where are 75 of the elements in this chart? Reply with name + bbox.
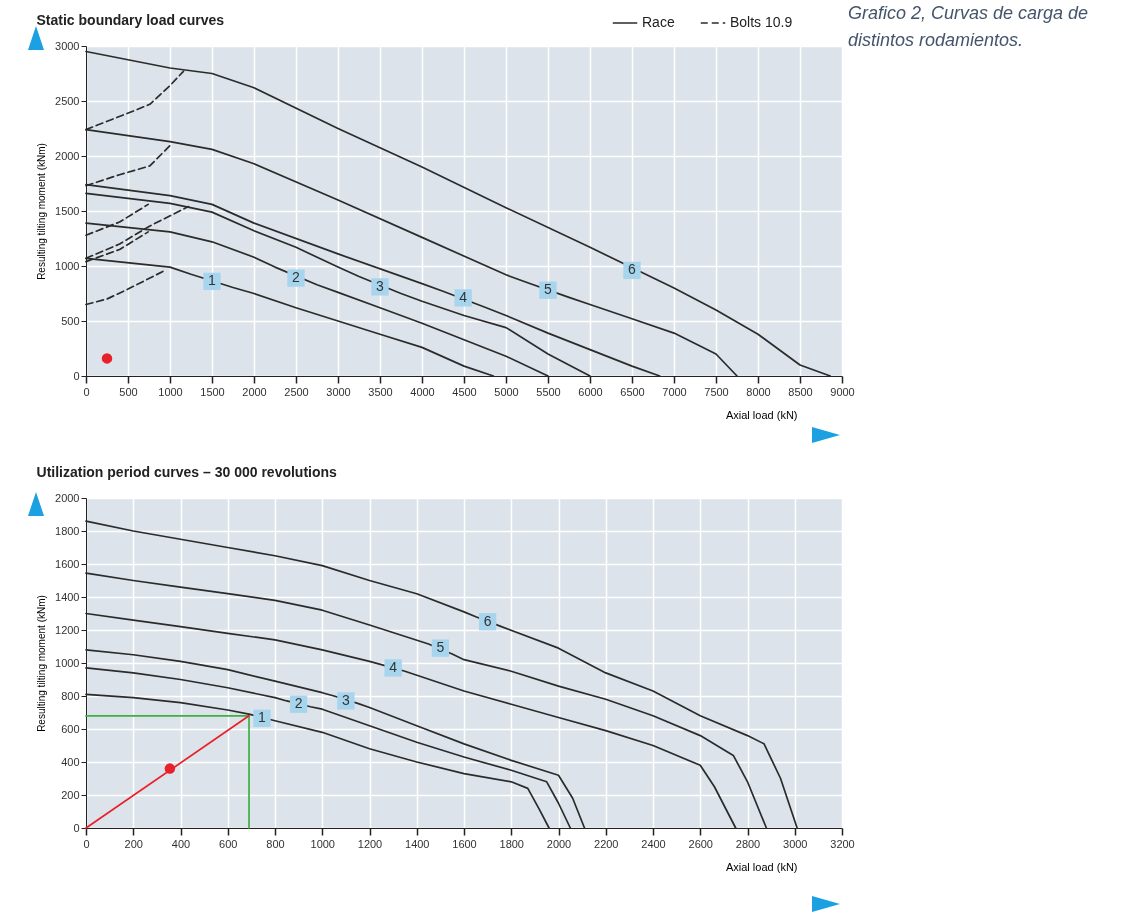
x-tick-label: 2200 [594, 837, 619, 850]
x-tick-label: 6000 [578, 385, 603, 398]
annotation: 3 [341, 691, 350, 708]
x-tick-label: 2000 [546, 837, 572, 850]
y-tick-label: 3000 [55, 39, 80, 52]
y-tick-label: 600 [61, 722, 80, 735]
x-tick-label: 800 [266, 837, 285, 850]
x-tick-label: 3200 [830, 837, 855, 850]
y-tick-label: 800 [61, 689, 80, 702]
x-tick-label: 5000 [494, 385, 519, 398]
x-tick-label: 1200 [357, 837, 383, 850]
x-tick-label: 200 [124, 837, 143, 850]
y-tick-label: 2500 [55, 94, 80, 107]
y-tick-label: 200 [61, 788, 80, 801]
y-tick-label: 1000 [55, 656, 80, 669]
y-tick-label: 1400 [55, 590, 80, 603]
y-tick-label: 400 [61, 755, 80, 768]
x-axis-title: Axial load (kN) [725, 408, 798, 421]
annotation: 4 [389, 658, 398, 675]
annotation: 1 [258, 709, 267, 726]
text: Grafico 2, Curvas de carga de distintos rodamientos. [848, 2, 1090, 52]
x-axis-title: Axial load (kN) [725, 860, 798, 873]
x-tick-label: 6500 [620, 385, 645, 398]
annotation: 4 [459, 288, 468, 305]
y-axis-title: Resulting tilting moment (kNm) [36, 143, 48, 280]
x-tick-label: 2400 [641, 837, 666, 850]
x-tick-label: 7500 [704, 385, 729, 398]
x-tick-label: 3000 [326, 385, 351, 398]
x-tick-label: 3500 [368, 385, 393, 398]
x-tick-label: 4500 [452, 385, 477, 398]
y-axis-title: Resulting tilting moment (kNm) [36, 595, 48, 732]
x-tick-label: 3000 [783, 837, 808, 850]
x-tick-label: 9000 [830, 385, 855, 398]
chart-title: Utilization period curves – 30 000 revolutions [36, 464, 338, 480]
y-tick-label: 1600 [55, 557, 80, 570]
x-tick-label: 8500 [788, 385, 813, 398]
x-tick-label: 1000 [158, 385, 183, 398]
x-tick-label: 5500 [536, 385, 561, 398]
x-tick-label: 1800 [499, 837, 524, 850]
y-tick-label: 1200 [55, 623, 80, 636]
x-tick-label: 1500 [200, 385, 225, 398]
y-tick-label: 0 [73, 369, 80, 382]
x-tick-label: 2000 [242, 385, 267, 398]
x-tick-label: 1400 [405, 837, 430, 850]
annotation: 6 [483, 612, 492, 629]
annotation: 5 [436, 639, 445, 656]
legend-label: Race [642, 14, 675, 30]
y-tick-label: 1000 [55, 259, 80, 272]
y-tick-label: 1500 [55, 204, 80, 217]
y-tick-label: 2000 [55, 491, 80, 504]
chart-title: Static boundary load curves [36, 12, 225, 28]
x-tick-label: 400 [171, 837, 191, 850]
annotation: 5 [544, 281, 553, 298]
y-tick-label: 2000 [55, 149, 80, 162]
x-tick-label: 1000 [310, 837, 335, 850]
annotation: 2 [294, 695, 303, 712]
y-tick-label: 0 [73, 821, 80, 834]
x-tick-label: 0 [83, 837, 90, 850]
y-tick-label: 1800 [55, 524, 80, 537]
annotation: 1 [208, 272, 217, 289]
x-tick-label: 4000 [410, 385, 435, 398]
annotation: 6 [628, 261, 637, 278]
x-tick-label: 500 [119, 385, 138, 398]
x-tick-label: 600 [219, 837, 238, 850]
x-tick-label: 2600 [688, 837, 713, 850]
x-tick-label: 8000 [746, 385, 771, 398]
x-tick-label: 1600 [452, 837, 477, 850]
x-tick-label: 2500 [284, 385, 309, 398]
x-tick-label: 7000 [662, 385, 687, 398]
y-tick-label: 500 [61, 314, 80, 327]
annotation: 3 [376, 277, 385, 294]
annotation: 2 [292, 269, 301, 286]
x-tick-label: 0 [83, 385, 90, 398]
x-tick-label: 2800 [735, 837, 761, 850]
legend-label: Bolts 10.9 [730, 14, 793, 30]
